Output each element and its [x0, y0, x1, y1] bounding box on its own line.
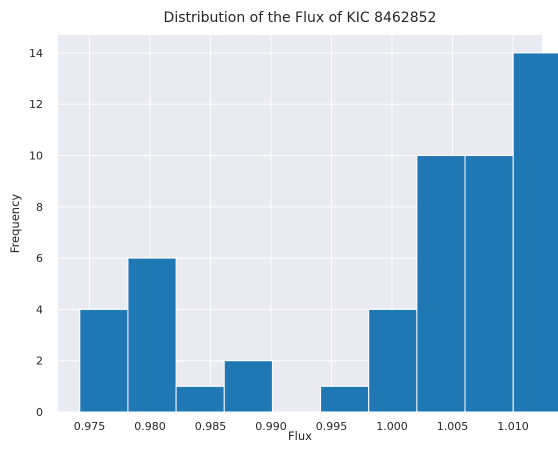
- x-tick-label: 1.005: [437, 420, 469, 433]
- chart-title: Distribution of the Flux of KIC 8462852: [164, 10, 437, 26]
- histogram-bar: [512, 52, 558, 413]
- x-tick-label: 1.010: [497, 420, 529, 433]
- y-tick-label: 10: [29, 150, 43, 163]
- y-tick-label: 6: [36, 252, 43, 265]
- histogram-bar: [223, 360, 273, 413]
- histogram-bar: [320, 385, 370, 413]
- x-tick-label: 1.000: [376, 420, 408, 433]
- y-tick-label: 14: [29, 47, 43, 60]
- x-tick-label: 0.995: [316, 420, 348, 433]
- x-tick-label: 0.975: [74, 420, 106, 433]
- histogram-bar: [79, 308, 129, 413]
- x-tick-label: 0.980: [134, 420, 166, 433]
- y-tick-label: 0: [36, 406, 43, 419]
- y-axis-label: Frequency: [8, 194, 22, 254]
- y-tick-label: 8: [36, 201, 43, 214]
- histogram-bar: [464, 155, 514, 413]
- histogram-bar: [416, 155, 466, 413]
- y-tick-label: 2: [36, 355, 43, 368]
- y-tick-label: 12: [29, 98, 43, 111]
- x-tick-label: 0.985: [195, 420, 227, 433]
- histogram-bar: [175, 385, 225, 413]
- x-axis-label: Flux: [288, 429, 312, 443]
- histogram-bar: [368, 308, 418, 413]
- y-tick-labels: 0 2 4 6 8 10 12 14: [29, 47, 43, 419]
- x-tick-label: 0.990: [255, 420, 287, 433]
- histogram-bars: [79, 52, 558, 413]
- y-tick-label: 4: [36, 303, 43, 316]
- histogram-bar: [127, 257, 177, 413]
- x-tick-labels: 0.975 0.980 0.985 0.990 0.995 1.000 1.005 1.010: [74, 420, 529, 433]
